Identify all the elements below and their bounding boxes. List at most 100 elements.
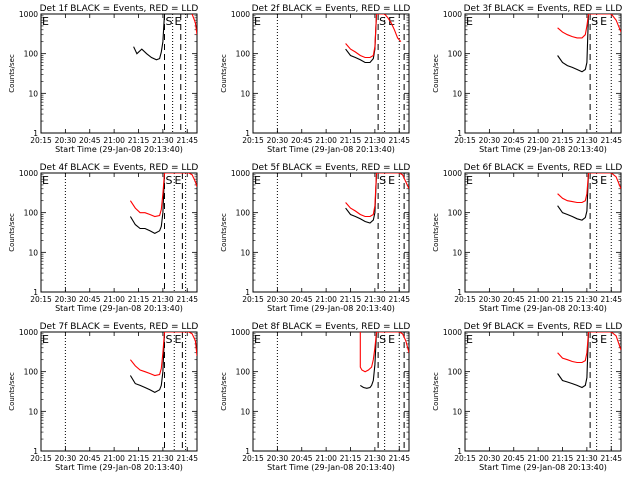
x-tick-label: 21:30 xyxy=(576,295,598,304)
panel-title: Det 5f BLACK = Events, RED = LLD xyxy=(252,163,411,173)
series-lld-line xyxy=(557,332,621,364)
y-tick-label: 100 xyxy=(24,368,39,377)
x-tick-label: 20:30 xyxy=(267,136,289,145)
y-tick-label: 100 xyxy=(448,209,463,218)
panel-title: Det 2f BLACK = Events, RED = LLD xyxy=(252,4,411,14)
y-tick-label: 100 xyxy=(448,50,463,59)
series-lld-line xyxy=(557,173,621,204)
plot-frame xyxy=(252,13,410,134)
y-axis-label: Counts/sec xyxy=(8,372,16,411)
x-tick-label: 21:45 xyxy=(176,295,198,304)
y-tick-label: 100 xyxy=(24,50,39,59)
marker-label: E xyxy=(466,333,473,346)
marker-label: S xyxy=(591,174,598,187)
x-axis-label: Start Time (29-Jan-08 20:13:40) xyxy=(55,145,183,154)
marker-label: S xyxy=(166,174,173,187)
x-tick-label: 21:15 xyxy=(552,454,574,463)
x-tick-label: 21:30 xyxy=(152,295,174,304)
marker-label: E xyxy=(600,15,607,28)
x-tick-label: 20:15 xyxy=(242,136,264,145)
series-lld-line xyxy=(345,14,402,59)
marker-label: E xyxy=(466,15,473,28)
marker-label: S xyxy=(379,174,386,187)
x-tick-label: 21:00 xyxy=(315,454,337,463)
x-tick-label: 20:15 xyxy=(454,136,476,145)
x-tick-label: 21:45 xyxy=(600,295,622,304)
x-tick-label: 20:15 xyxy=(30,295,52,304)
series-events-line xyxy=(359,332,378,389)
x-tick-label: 21:45 xyxy=(388,295,410,304)
x-tick-label: 20:45 xyxy=(79,454,101,463)
x-tick-label: 21:30 xyxy=(576,136,598,145)
panel-title: Det 9f BLACK = Events, RED = LLD xyxy=(464,322,623,332)
x-tick-label: 21:00 xyxy=(315,295,337,304)
marker-label: S xyxy=(591,333,598,346)
x-axis-label: Start Time (29-Jan-08 20:13:40) xyxy=(479,463,607,472)
x-tick-label: 21:00 xyxy=(103,136,125,145)
y-tick-label: 10 xyxy=(240,248,250,257)
x-axis-label: Start Time (29-Jan-08 20:13:40) xyxy=(55,463,183,472)
x-tick-label: 20:15 xyxy=(242,295,264,304)
x-tick-label: 21:00 xyxy=(315,136,337,145)
x-tick-label: 21:30 xyxy=(364,295,386,304)
y-tick-label: 1000 xyxy=(19,169,38,178)
panel-title: Det 7f BLACK = Events, RED = LLD xyxy=(40,322,199,332)
x-tick-label: 20:45 xyxy=(503,295,525,304)
y-tick-label: 1000 xyxy=(19,328,38,337)
plot-frame xyxy=(40,331,198,452)
marker-label: S xyxy=(379,333,386,346)
marker-label: E xyxy=(42,174,49,187)
y-tick-label: 1000 xyxy=(19,10,38,19)
y-tick-label: 100 xyxy=(236,368,251,377)
marker-label: S xyxy=(166,333,173,346)
series-events-line xyxy=(345,173,378,224)
series-lld-line xyxy=(129,332,197,377)
x-tick-label: 21:15 xyxy=(128,136,150,145)
marker-label: E xyxy=(254,15,261,28)
x-tick-label: 21:45 xyxy=(388,136,410,145)
x-tick-label: 20:15 xyxy=(242,454,264,463)
x-tick-label: 21:30 xyxy=(152,454,174,463)
x-tick-label: 21:45 xyxy=(600,454,622,463)
y-tick-label: 10 xyxy=(452,89,462,98)
x-tick-label: 20:15 xyxy=(30,136,52,145)
marker-label: E xyxy=(388,15,395,28)
y-tick-label: 1000 xyxy=(443,10,462,19)
x-tick-label: 21:15 xyxy=(128,454,150,463)
y-tick-label: 1000 xyxy=(443,328,462,337)
panel-title: Det 8f BLACK = Events, RED = LLD xyxy=(252,322,411,332)
x-tick-label: 21:00 xyxy=(527,136,549,145)
y-tick-label: 1 xyxy=(33,129,38,138)
x-tick-label: 21:30 xyxy=(152,136,174,145)
x-tick-label: 20:45 xyxy=(503,454,525,463)
y-tick-label: 10 xyxy=(240,89,250,98)
y-tick-label: 1000 xyxy=(231,169,250,178)
y-tick-label: 1 xyxy=(457,288,462,297)
series-events-line xyxy=(557,14,590,73)
y-axis-label: Counts/sec xyxy=(220,54,228,93)
x-tick-label: 21:15 xyxy=(552,295,574,304)
x-axis-label: Start Time (29-Jan-08 20:13:40) xyxy=(55,304,183,313)
x-tick-label: 20:30 xyxy=(479,295,501,304)
x-tick-label: 20:45 xyxy=(79,136,101,145)
x-tick-label: 20:30 xyxy=(267,295,289,304)
plot-frame xyxy=(40,13,198,134)
plot-frame xyxy=(464,13,622,134)
plot-frame xyxy=(464,331,622,452)
panel-title: Det 6f BLACK = Events, RED = LLD xyxy=(464,163,623,173)
series-lld-line xyxy=(557,14,621,39)
x-tick-label: 20:45 xyxy=(291,136,313,145)
panel-title: Det 4f BLACK = Events, RED = LLD xyxy=(40,163,199,173)
plot-frame xyxy=(252,172,410,293)
marker-label: E xyxy=(600,333,607,346)
marker-label: E xyxy=(466,174,473,187)
series-lld-line xyxy=(359,332,409,373)
x-tick-label: 20:30 xyxy=(55,454,77,463)
series-events-line xyxy=(557,332,590,389)
series-lld-line xyxy=(345,173,409,218)
y-tick-label: 10 xyxy=(28,89,38,98)
marker-label: E xyxy=(175,15,182,28)
